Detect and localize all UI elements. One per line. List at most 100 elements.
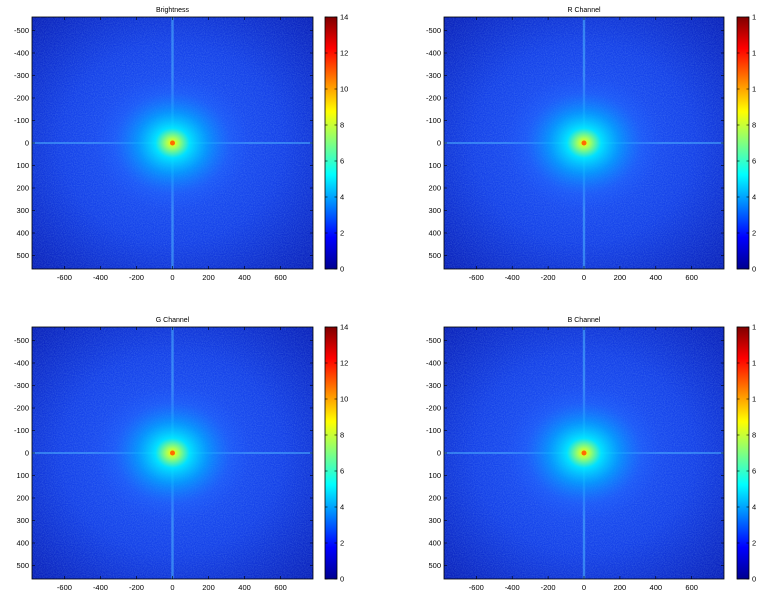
colorbar-tick-label: 8 [340,431,344,440]
x-tick-label: -400 [505,273,520,282]
x-tick-label: 200 [614,583,627,590]
x-tick-label: 200 [614,273,627,282]
y-tick-label: 100 [428,471,441,480]
dc-peak [170,140,175,146]
dc-peak [581,140,587,146]
colorbar-tick-label: 4 [340,193,344,202]
x-tick-label: -600 [57,583,72,590]
colorbar-tick-label: 10 [340,395,348,404]
x-tick-label: -400 [93,583,108,590]
x-tick-label: -600 [57,273,72,282]
y-tick-label: -300 [14,381,29,390]
heatmap-image [32,327,313,579]
y-tick-label: 0 [437,449,441,458]
colorbar-tick-label: 6 [340,467,344,476]
colorbar-tick-label: 2 [340,229,344,238]
x-tick-label: 400 [650,583,663,590]
y-tick-label: -200 [426,94,441,103]
heatmap-image [444,17,724,269]
x-tick-label: -200 [129,583,144,590]
colorbar [736,16,750,270]
panel-b-channel: B Channel-600 -400 -200 0 200 400 600-500-400-… [426,317,756,590]
colorbar-tick-label: 8 [340,121,344,130]
x-tick-label: 200 [202,583,215,590]
y-tick-label: -300 [426,71,441,80]
y-tick-label: 400 [16,539,29,548]
colorbar-tick-label: 2 [752,539,756,548]
y-tick-label: -500 [426,336,441,345]
x-tick-label: -400 [505,583,520,590]
x-tick-label: -200 [541,273,556,282]
colorbar-tick-label: 12 [340,49,348,58]
colorbar-tick-label: 14 [340,13,348,22]
colorbar [736,326,750,580]
colorbar-tick-label: 4 [752,193,756,202]
y-tick-label: -500 [14,26,29,35]
panel-title: Brightness [156,7,190,14]
colorbar [324,16,338,270]
x-tick-label: -600 [469,583,484,590]
x-tick-label: 600 [274,583,287,590]
y-tick-label: 500 [428,561,441,570]
x-tick-label: -400 [93,273,108,282]
colorbar-tick-label: 0 [340,265,344,274]
x-tick-label: 0 [170,583,174,590]
x-tick-label: 400 [650,273,663,282]
y-tick-label: 500 [16,251,29,260]
dc-peak [581,450,587,456]
y-tick-label: -100 [426,426,441,435]
heatmap-image [444,327,724,579]
colorbar-tick-label: 1 [752,395,756,404]
y-tick-label: 0 [437,139,441,148]
x-tick-label: -200 [129,273,144,282]
colorbar-tick-label: 1 [752,13,756,22]
y-tick-label: 400 [16,229,29,238]
y-tick-label: 200 [16,494,29,503]
y-tick-label: 300 [428,206,441,215]
colorbar-tick-label: 1 [752,323,756,332]
x-tick-label: -200 [541,583,556,590]
panel-r-channel: R Channel-600 -400 -200 0 200 400 600-500-400-… [426,7,756,282]
colorbar-tick-label: 6 [752,157,756,166]
colorbar-tick-label: 2 [752,229,756,238]
colorbar-tick-label: 2 [340,539,344,548]
dc-peak [170,450,175,456]
colorbar-tick-label: 6 [340,157,344,166]
x-tick-label: 200 [202,273,215,282]
x-tick-label: 600 [274,273,287,282]
y-tick-label: 0 [25,449,29,458]
panels-layer: Brightness-600 -400 -200 0 200 400 600-500-400… [14,7,756,590]
y-tick-label: 100 [16,471,29,480]
y-tick-label: -200 [426,404,441,413]
x-tick-label: 400 [238,273,251,282]
x-tick-label: 400 [238,583,251,590]
colorbar-tick-label: 0 [340,575,344,584]
y-tick-label: 500 [16,561,29,570]
y-tick-label: -400 [426,359,441,368]
x-tick-label: 0 [582,583,586,590]
y-tick-label: 100 [428,161,441,170]
colorbar-tick-label: 1 [752,359,756,368]
y-tick-label: -500 [14,336,29,345]
y-tick-label: 300 [16,206,29,215]
y-tick-label: -400 [14,49,29,58]
y-tick-label: -200 [14,94,29,103]
y-tick-label: 100 [16,161,29,170]
y-tick-label: -100 [426,116,441,125]
x-tick-label: 600 [685,583,698,590]
panel-brightness: Brightness -600 -400 -200 0 200 400 600 -500 -400… [14,7,348,282]
y-tick-label: 300 [16,516,29,525]
colorbar-tick-label: 1 [752,49,756,58]
colorbar-tick-label: 4 [340,503,344,512]
colorbar-tick-label: 4 [752,503,756,512]
colorbar-tick-label: 10 [340,85,348,94]
y-tick-label: 0 [25,139,29,148]
colorbar-tick-label: 8 [752,431,756,440]
y-tick-label: 400 [428,229,441,238]
y-tick-label: 300 [428,516,441,525]
y-tick-label: -100 [14,116,29,125]
y-tick-label: -400 [426,49,441,58]
colorbar-tick-label: 6 [752,467,756,476]
panel-title: R Channel [567,7,601,14]
panel-title: G Channel [156,317,190,324]
